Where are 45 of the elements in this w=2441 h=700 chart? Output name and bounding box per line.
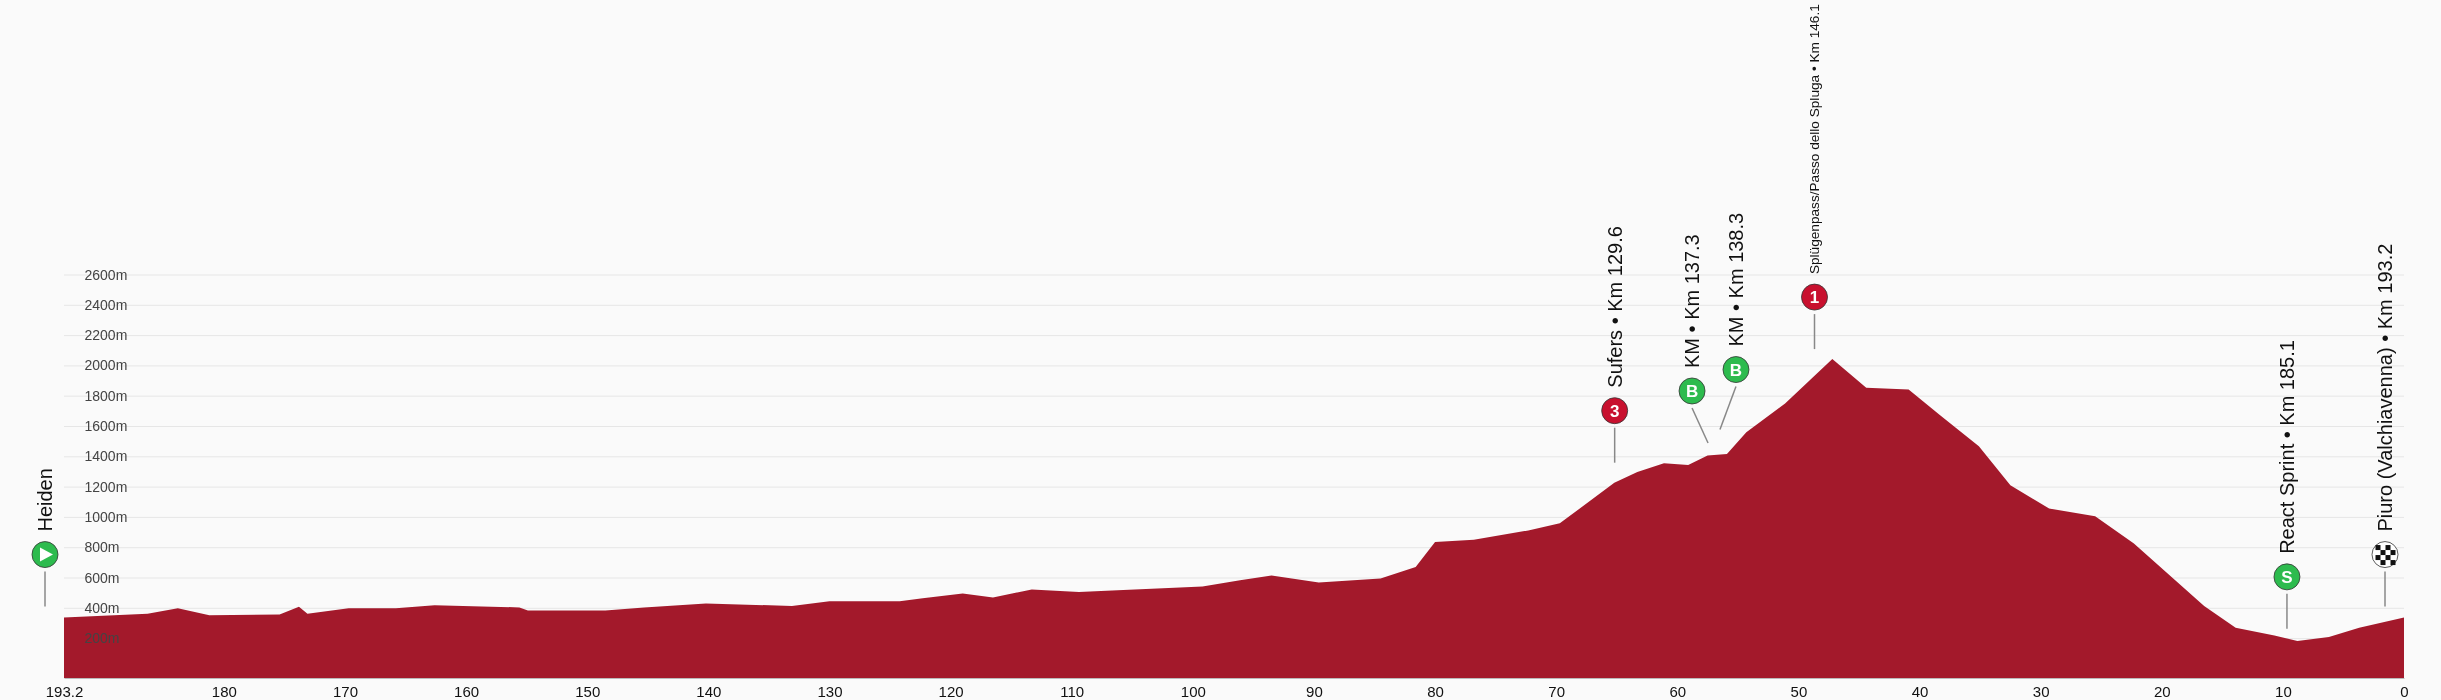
x-tick-label: 60 [1669, 682, 1687, 700]
y-tick-label: 1600m [84, 418, 128, 434]
y-tick-label: 800m [84, 539, 120, 556]
annotation: B [1729, 360, 1743, 380]
x-tick-label: 193.2 [45, 682, 84, 700]
y-tick-label: 1400m [84, 448, 128, 465]
x-tick-label: 70 [1548, 682, 1566, 700]
text: Splügenpass/Passo dello Spluga • Km 146.1 [1807, 4, 1823, 275]
text: Heiden [34, 468, 56, 532]
x-tick-label: 110 [1060, 682, 1085, 700]
x-tick-label: 90 [1306, 682, 1323, 700]
x-tick-label: 120 [938, 682, 964, 700]
y-tick-label: 200m [84, 630, 120, 647]
annotation: KM • Km 137.3 [1681, 234, 1704, 368]
annotation: Piuro (Valchiavenna) • Km 193.2 [2374, 243, 2396, 532]
y-tick-label: 400m [84, 599, 120, 616]
x-tick-label: 140 [696, 682, 722, 700]
y-tick-label: 1800m [84, 387, 128, 404]
x-tick-label: 80 [1427, 682, 1444, 700]
x-tick-label: 160 [454, 682, 480, 700]
y-tick-label: 600m [84, 569, 120, 586]
annotation: 3 [1609, 401, 1620, 421]
y-tick-label: 2000m [84, 357, 128, 374]
annotation: S [2281, 567, 2293, 587]
annotation: React Sprint • Km 185.1 [2275, 340, 2298, 554]
x-tick-label: 100 [1180, 682, 1206, 700]
x-tick-label: 50 [1790, 682, 1808, 700]
y-tick-label: 1200m [84, 478, 128, 495]
x-tick-label: 40 [1911, 682, 1929, 700]
x-tick-label: 20 [2153, 682, 2171, 700]
x-tick-label: 0 [2400, 682, 2409, 700]
x-tick-label: 30 [2032, 682, 2050, 700]
x-tick-label: 180 [211, 682, 237, 700]
x-tick-label: 130 [817, 682, 843, 700]
x-tick-label: 10 [2275, 682, 2292, 700]
annotation: 1 [1809, 288, 1820, 308]
y-tick-label: 2400m [84, 296, 128, 313]
x-tick-label: 170 [332, 682, 359, 700]
annotation: B [1685, 381, 1699, 401]
annotation: Sufers • Km 129.6 [1603, 226, 1626, 388]
y-tick-label: 2200m [84, 327, 128, 344]
y-tick-label: 1000m [84, 508, 128, 525]
annotation: KM • Km 138.3 [1724, 212, 1747, 347]
x-tick-label: 150 [575, 682, 601, 700]
y-tick-label: 2600m [84, 266, 128, 283]
